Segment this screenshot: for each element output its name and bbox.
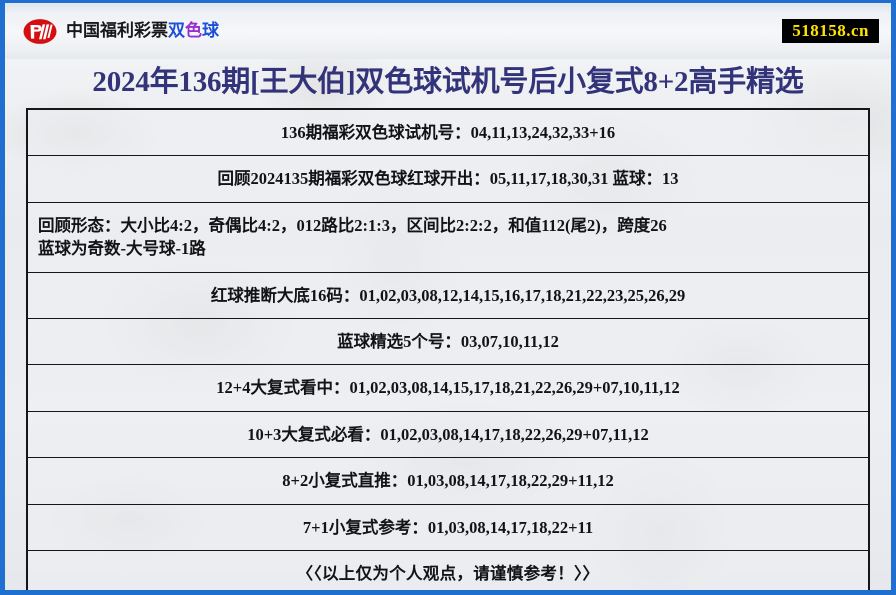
brand-text-qiu: 球 [202,20,219,41]
trial-number-row: 136期福彩双色球试机号：04,11,13,24,32,33+16 [26,108,870,157]
page-title: 2024年136期[王大伯]双色球试机号后小复式8+2高手精选 [92,66,804,98]
brand-text-black: 中国福利彩票 [66,20,168,41]
review-pattern-row: 回顾形态：大小比4:2，奇偶比4:2，012路比2:1:3，区间比2:2:2，和… [26,201,870,273]
review-draw-row: 回顾2024135期福彩双色球红球开出：05,11,17,18,30,31 蓝球… [26,155,870,203]
row-line: 10+3大复式必看：01,02,03,08,14,17,18,22,26,29+… [247,424,649,444]
row-line: 136期福彩双色球试机号：04,11,13,24,32,33+16 [280,122,616,142]
table-row: 回顾形态：大小比4:2，奇偶比4:2，012路比2:1:3，区间比2:2:2，和… [26,201,870,273]
brand-wordmark: 中国福利彩票双色球 [66,20,219,41]
table-row: 136期福彩双色球试机号：04,11,13,24,32,33+16 [26,108,870,157]
row-line: 回顾形态：大小比4:2，奇偶比4:2，012路比2:1:3，区间比2:2:2，和… [38,215,667,235]
blue-ball-5-row: 蓝球精选5个号：03,07,10,11,12 [26,317,870,366]
picks-table-container: 136期福彩双色球试机号：04,11,13,24,32,33+16 回顾20241… [5,107,891,590]
table-row: 10+3大复式必看：01,02,03,08,14,17,18,22,26,29+… [26,410,870,459]
table-row: 8+2小复式直推：01,03,08,14,17,18,22,29+11,12 [26,457,870,505]
combo-8plus2-row: 8+2小复式直推：01,03,08,14,17,18,22,29+11,12 [26,457,870,505]
site-header: 中国福利彩票双色球 518158.cn [5,3,891,59]
table-row: 回顾2024135期福彩双色球红球开出：05,11,17,18,30,31 蓝球… [26,155,870,203]
row-line: 回顾2024135期福彩双色球红球开出：05,11,17,18,30,31 蓝球… [217,169,679,189]
brand-text-se: 色 [185,20,202,41]
combo-10plus3-row: 10+3大复式必看：01,02,03,08,14,17,18,22,26,29+… [26,410,870,459]
table-row: 蓝球精选5个号：03,07,10,11,12 [26,317,870,366]
row-line: 12+4大复式看中：01,02,03,08,14,15,17,18,21,22,… [216,378,680,398]
table-row: 红球推断大底16码：01,02,03,08,12,14,15,16,17,18,… [26,271,870,320]
disclaimer-row: 〈〈以上仅为个人观点，请谨慎参考！〉〉 [26,550,870,590]
brand-logo: 中国福利彩票双色球 [23,18,219,45]
table-row: 〈〈以上仅为个人观点，请谨慎参考！〉〉 [26,550,870,590]
china-welfare-lottery-logo-icon [23,18,57,44]
row-line: 蓝球精选5个号：03,07,10,11,12 [337,332,559,351]
site-domain-badge: 518158.cn [782,18,879,44]
combo-7plus1-row: 7+1小复式参考：01,03,08,14,17,18,22+11 [26,503,870,552]
row-line: 红球推断大底16码：01,02,03,08,12,14,15,16,17,18,… [210,285,686,305]
table-row: 7+1小复式参考：01,03,08,14,17,18,22+11 [26,503,870,552]
row-line: 〈〈以上仅为个人观点，请谨慎参考！〉〉 [296,564,600,584]
combo-12plus4-row: 12+4大复式看中：01,02,03,08,14,15,17,18,21,22,… [26,364,870,412]
red-ball-16-row: 红球推断大底16码：01,02,03,08,12,14,15,16,17,18,… [26,271,870,320]
brand-text-shuang: 双 [168,20,185,41]
table-row: 12+4大复式看中：01,02,03,08,14,15,17,18,21,22,… [26,364,870,412]
picks-table-body: 136期福彩双色球试机号：04,11,13,24,32,33+16 回顾20241… [26,108,870,590]
row-line: 7+1小复式参考：01,03,08,14,17,18,22+11 [302,517,594,537]
row-line: 8+2小复式直推：01,03,08,14,17,18,22,29+11,12 [282,471,614,491]
picks-table: 136期福彩双色球试机号：04,11,13,24,32,33+16 回顾20241… [26,107,870,590]
row-line: 蓝球为奇数-大号球-1路 [38,239,206,259]
